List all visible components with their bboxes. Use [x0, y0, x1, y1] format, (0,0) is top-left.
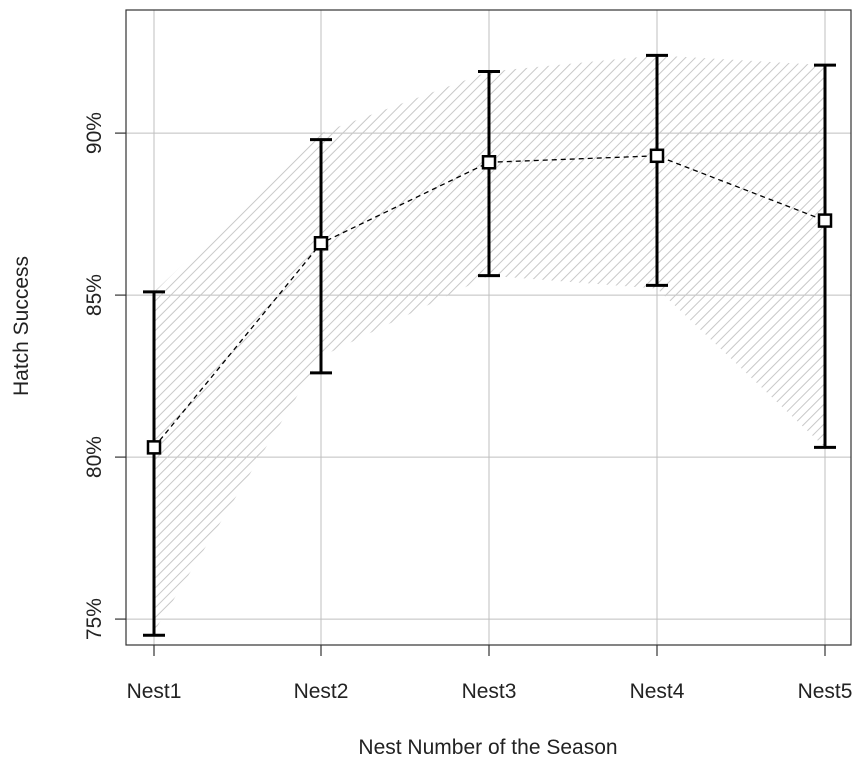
x-axis: Nest1 Nest2 Nest3 Nest4 Nest5: [127, 644, 853, 703]
y-tick-label: 80%: [83, 436, 106, 478]
data-point-marker: [481, 155, 497, 170]
data-point-marker: [649, 148, 665, 164]
data-point-marker: [146, 440, 162, 455]
error-bars: [143, 53, 836, 637]
data-point-marker: [817, 213, 833, 228]
x-tick-label: Nest5: [798, 680, 853, 703]
x-axis-title: Nest Number of the Season: [358, 736, 617, 759]
y-tick-label: 85%: [83, 274, 106, 316]
x-tick-label: Nest3: [462, 680, 517, 703]
x-tick-label: Nest4: [630, 680, 685, 703]
y-axis-title: Hatch Success: [10, 256, 33, 396]
y-axis: 75% 80% 85% 90%: [83, 112, 126, 640]
y-tick-label: 75%: [83, 598, 106, 640]
y-tick-label: 90%: [83, 112, 106, 154]
x-tick-label: Nest1: [127, 680, 182, 703]
data-point-marker: [313, 236, 329, 251]
markers: [146, 148, 833, 455]
x-tick-label: Nest2: [294, 680, 349, 703]
